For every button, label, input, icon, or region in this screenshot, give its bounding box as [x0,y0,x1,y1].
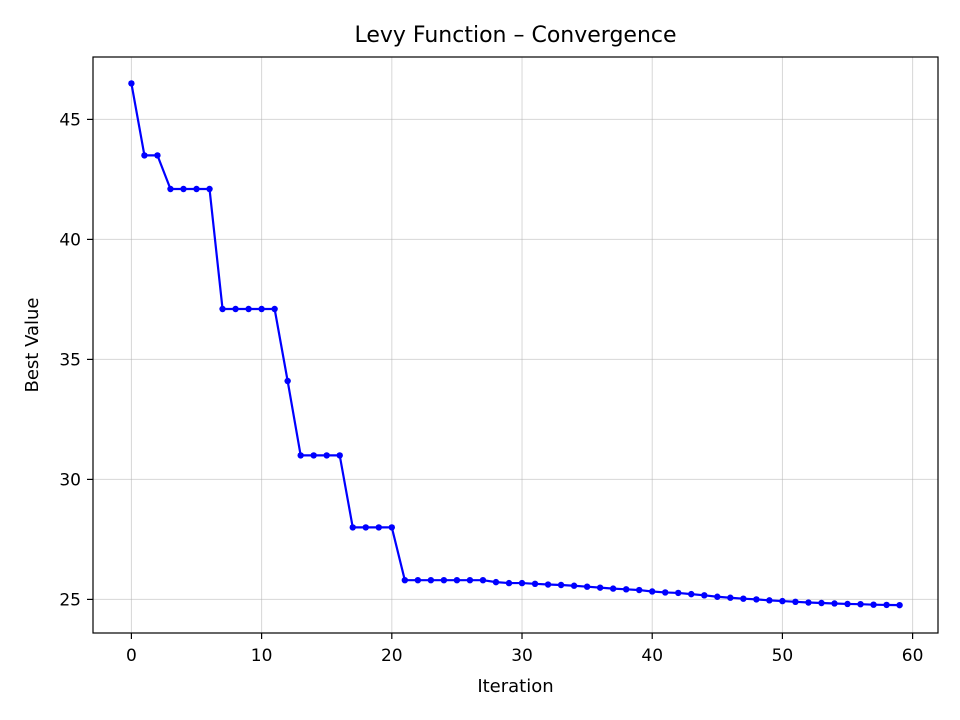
data-point [323,452,330,459]
data-point [792,598,799,605]
data-point [193,185,200,193]
x-tick-label: 10 [251,646,273,666]
data-point [219,305,226,313]
data-point [466,577,474,584]
data-point [896,601,903,609]
data-point [401,577,409,584]
data-point [583,583,591,590]
data-point [662,589,669,596]
data-point [557,581,565,589]
data-point [232,305,239,313]
data-point [675,589,682,597]
data-point [180,185,187,193]
data-point [284,377,291,385]
grid-lines [93,57,938,633]
data-point [609,585,617,592]
y-axis-label: Best Value [22,297,43,392]
data-point [531,580,539,587]
data-point [258,305,265,313]
data-point [818,599,825,607]
data-point [518,579,526,587]
data-point [688,590,695,598]
axis-ticks: 0 10 20 30 40 50 60 25 30 35 40 45 [59,110,923,666]
y-tick-label: 45 [59,110,81,130]
data-point [414,577,422,584]
data-point [154,152,161,159]
y-tick-label: 30 [59,470,81,490]
data-point [544,581,552,588]
data-point [167,185,174,193]
data-point [310,452,317,459]
plot-area-frame [92,56,939,634]
data-point [128,80,135,87]
data-point [870,601,877,608]
x-tick-label: 40 [641,646,663,666]
series-layer [128,80,903,609]
data-point [570,582,578,589]
data-point [883,601,890,609]
data-point [271,305,278,313]
data-point [492,578,500,586]
data-point [375,524,382,531]
x-tick-label: 60 [902,646,924,666]
data-point [635,586,643,594]
data-point [453,577,461,584]
data-point [388,524,396,531]
data-point [336,452,343,459]
chart-title: Levy Function – Convergence [354,23,676,48]
data-point [245,305,252,313]
data-point [427,577,435,584]
data-point [714,593,721,600]
data-point [779,597,786,605]
data-point [857,601,864,608]
x-axis-label: Iteration [477,676,553,697]
data-point [479,577,487,584]
data-point [596,584,604,591]
data-point [622,586,630,593]
data-point [297,452,304,459]
data-point [649,588,656,595]
data-point [844,600,851,608]
data-point [206,185,213,193]
x-tick-label: 0 [126,646,137,666]
data-point [753,596,760,603]
y-tick-label: 40 [59,230,81,250]
y-tick-label: 25 [59,590,81,610]
x-tick-label: 50 [772,646,794,666]
data-point [727,594,734,601]
data-point [701,592,708,599]
data-point [766,597,773,604]
y-tick-label: 35 [59,350,81,370]
data-point [805,599,812,606]
x-tick-label: 20 [381,646,403,666]
data-point [740,595,747,602]
data-point [831,600,838,607]
data-point [440,577,448,584]
data-point [141,152,148,159]
data-point [362,524,369,531]
data-point [349,524,356,531]
x-tick-label: 30 [511,646,533,666]
data-point [505,579,513,587]
